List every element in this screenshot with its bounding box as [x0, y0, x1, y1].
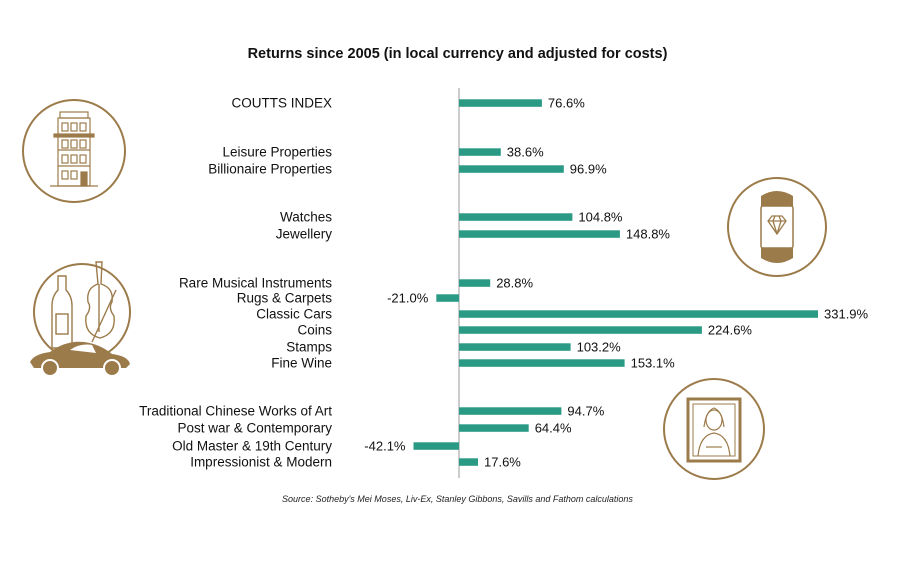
townhouse-icon: [22, 99, 126, 203]
bar: [459, 407, 562, 415]
category-label: COUTTS INDEX: [231, 96, 332, 111]
bar: [459, 359, 625, 367]
bar: [459, 279, 491, 287]
value-label: 153.1%: [631, 356, 676, 371]
category-label: Watches: [280, 210, 332, 225]
category-label: Coins: [297, 323, 332, 338]
value-label: -42.1%: [364, 439, 406, 454]
value-label: 76.6%: [548, 96, 585, 111]
value-label: 94.7%: [567, 404, 604, 419]
bar: [459, 343, 571, 351]
chart-title: Returns since 2005 (in local currency an…: [247, 46, 668, 62]
value-label: 96.9%: [570, 162, 607, 177]
bars-group: [413, 99, 818, 466]
mona-lisa-painting-icon: [663, 378, 765, 480]
category-label: Billionaire Properties: [208, 162, 332, 177]
bar: [459, 458, 478, 466]
source-note: Source: Sotheby's Mei Moses, Liv-Ex, Sta…: [282, 494, 633, 504]
category-label: Fine Wine: [271, 356, 332, 371]
category-label: Classic Cars: [256, 307, 332, 322]
bar: [459, 230, 620, 238]
bar: [459, 148, 501, 156]
bar: [413, 442, 459, 450]
wine-violin-car-icon: [30, 261, 131, 377]
value-label: 148.8%: [626, 227, 671, 242]
bar: [459, 424, 529, 432]
value-label: 224.6%: [708, 323, 753, 338]
category-label: Rare Musical Instruments: [179, 276, 332, 291]
value-labels-group: 76.6% 38.6% 96.9% 104.8%148.8% 28.8% -21.0% 33…: [364, 96, 868, 470]
value-label: 104.8%: [578, 210, 623, 225]
bar: [459, 310, 818, 318]
value-label: 17.6%: [484, 455, 521, 470]
category-label: Post war & Contemporary: [177, 421, 332, 436]
value-label: 331.9%: [824, 307, 869, 322]
value-label: 64.4%: [535, 421, 572, 436]
category-label: Old Master & 19th Century: [172, 439, 332, 454]
value-label: 103.2%: [577, 340, 622, 355]
value-label: -21.0%: [387, 291, 429, 306]
value-label: 28.8%: [496, 276, 533, 291]
category-label: Rugs & Carpets: [237, 291, 333, 306]
bar: [459, 99, 542, 107]
category-label: Traditional Chinese Works of Art: [139, 404, 332, 419]
bar: [459, 326, 702, 334]
value-label: 38.6%: [507, 145, 544, 160]
category-label: Leisure Properties: [222, 145, 332, 160]
bar: [436, 294, 459, 302]
category-label: Jewellery: [276, 227, 333, 242]
category-label: Impressionist & Modern: [190, 455, 332, 470]
smartwatch-diamond-icon: [727, 177, 827, 277]
bar: [459, 165, 564, 173]
bar: [459, 213, 573, 221]
category-labels-group: COUTTS INDEX Leisure Properties Billionair…: [139, 96, 332, 470]
category-label: Stamps: [286, 340, 332, 355]
